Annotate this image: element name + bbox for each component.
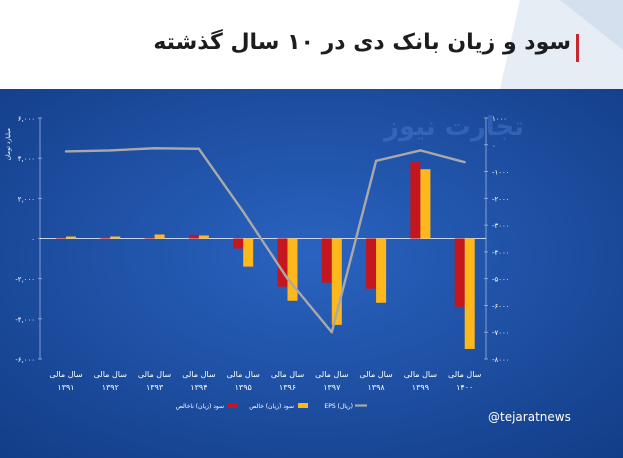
left-tick-label: -۴,۰۰۰ — [15, 316, 35, 324]
bar-gross — [233, 238, 244, 249]
right-tick-label: -۲۰۰۰ — [492, 195, 510, 203]
legend-swatch — [228, 403, 238, 408]
right-tick-label: -۱۰۰۰ — [492, 169, 510, 177]
category-label-line2: ۱۳۹۴ — [190, 383, 207, 392]
bar-gross — [366, 238, 377, 289]
bar-gross — [56, 237, 66, 239]
watermark: تجارت نیوز — [384, 112, 525, 142]
bar-gross — [321, 238, 332, 283]
category-label-line1: سال مالی — [315, 370, 349, 379]
eps-point — [463, 160, 466, 164]
eps-point — [197, 147, 201, 150]
credit-handle: @tejaratnews — [488, 410, 571, 424]
bar-net — [154, 234, 165, 239]
category-label-line2: ۱۳۹۷ — [323, 383, 341, 392]
category-label-line2: ۱۳۹۳ — [146, 383, 164, 392]
category-label-line2: ۱۳۹۶ — [279, 383, 296, 392]
legend-label: سود (زیان) ناخالص — [176, 403, 224, 410]
left-tick-label: -۶,۰۰۰ — [15, 356, 35, 364]
category-label-line1: سال مالی — [448, 370, 482, 379]
bar-net — [198, 235, 209, 239]
bar-gross — [410, 162, 421, 239]
right-tick-label: -۶۰۰۰ — [492, 302, 510, 310]
eps-point — [286, 277, 289, 280]
category-label-line1: سال مالی — [404, 370, 438, 379]
category-label-line2: ۱۴۰۰ — [456, 383, 473, 392]
right-tick-label: -۳۰۰۰ — [492, 222, 510, 230]
left-tick-label: ۶,۰۰۰ — [18, 115, 35, 123]
category-label-line2: ۱۳۹۱ — [57, 383, 74, 392]
right-tick-label: -۴۰۰۰ — [492, 249, 510, 257]
eps-line — [65, 147, 466, 334]
left-tick-label: ۴,۰۰۰ — [18, 155, 35, 163]
legend-label: سود (زیان) خالص — [249, 403, 294, 410]
left-tick-label: ۲,۰۰۰ — [18, 195, 35, 203]
header-decoration — [500, 0, 623, 89]
title-accent-bar — [576, 34, 579, 62]
bar-gross — [144, 238, 155, 240]
eps-point — [64, 150, 68, 153]
category-label-line1: سال مالی — [182, 370, 216, 379]
left-tick-label: ۰ — [31, 236, 35, 244]
bar-net — [331, 238, 342, 325]
eps-point — [374, 159, 378, 163]
category-label-line2: ۱۳۹۸ — [368, 383, 386, 392]
page-title: سود و زیان بانک دی در ۱۰ سال گذشته — [153, 30, 571, 55]
eps-point — [419, 149, 422, 152]
bar-net — [243, 238, 254, 267]
category-label-line1: سال مالی — [271, 370, 305, 379]
left-tick-label: -۲,۰۰۰ — [15, 276, 35, 284]
category-label-line1: سال مالی — [138, 370, 172, 379]
category-label-line1: سال مالی — [227, 370, 261, 379]
right-tick-label: ۰ — [492, 142, 496, 150]
bar-net — [376, 238, 387, 303]
eps-point — [109, 149, 112, 152]
bar-net — [66, 236, 76, 239]
category-label-line2: ۱۳۹۵ — [235, 383, 252, 392]
category-label-line1: سال مالی — [359, 370, 393, 379]
eps-point — [242, 210, 245, 213]
bar-net — [110, 236, 121, 239]
bar-net — [464, 238, 475, 349]
right-tick-label: -۷۰۰۰ — [492, 329, 510, 337]
category-label-line2: ۱۳۹۲ — [102, 383, 119, 392]
chart: ۶,۰۰۰ ۴,۰۰۰ ۲,۰۰۰ ۰ -۲,۰۰۰ -۴,۰۰۰ -۶,۰۰۰ میلیار… — [5, 115, 510, 410]
category-label-line2: ۱۳۹۹ — [412, 383, 429, 392]
right-tick-label: -۸۰۰۰ — [492, 356, 510, 364]
eps-point — [330, 331, 333, 334]
bar-gross — [100, 236, 111, 239]
category-label-line1: سال مالی — [94, 370, 128, 379]
bar-gross — [277, 238, 288, 287]
right-tick-label: ۱۰۰۰ — [492, 115, 507, 123]
eps-point — [153, 147, 156, 150]
legend-label: EPS (ریال) — [324, 403, 353, 410]
left-axis-title: میلیارد تومان — [5, 128, 12, 160]
bar-gross — [188, 234, 199, 239]
right-tick-label: -۵۰۰۰ — [492, 276, 510, 284]
legend-swatch — [298, 403, 308, 408]
bar-gross — [454, 238, 465, 307]
bar-net — [420, 169, 431, 239]
bar-net — [287, 238, 298, 301]
category-label-line1: سال مالی — [49, 370, 83, 379]
